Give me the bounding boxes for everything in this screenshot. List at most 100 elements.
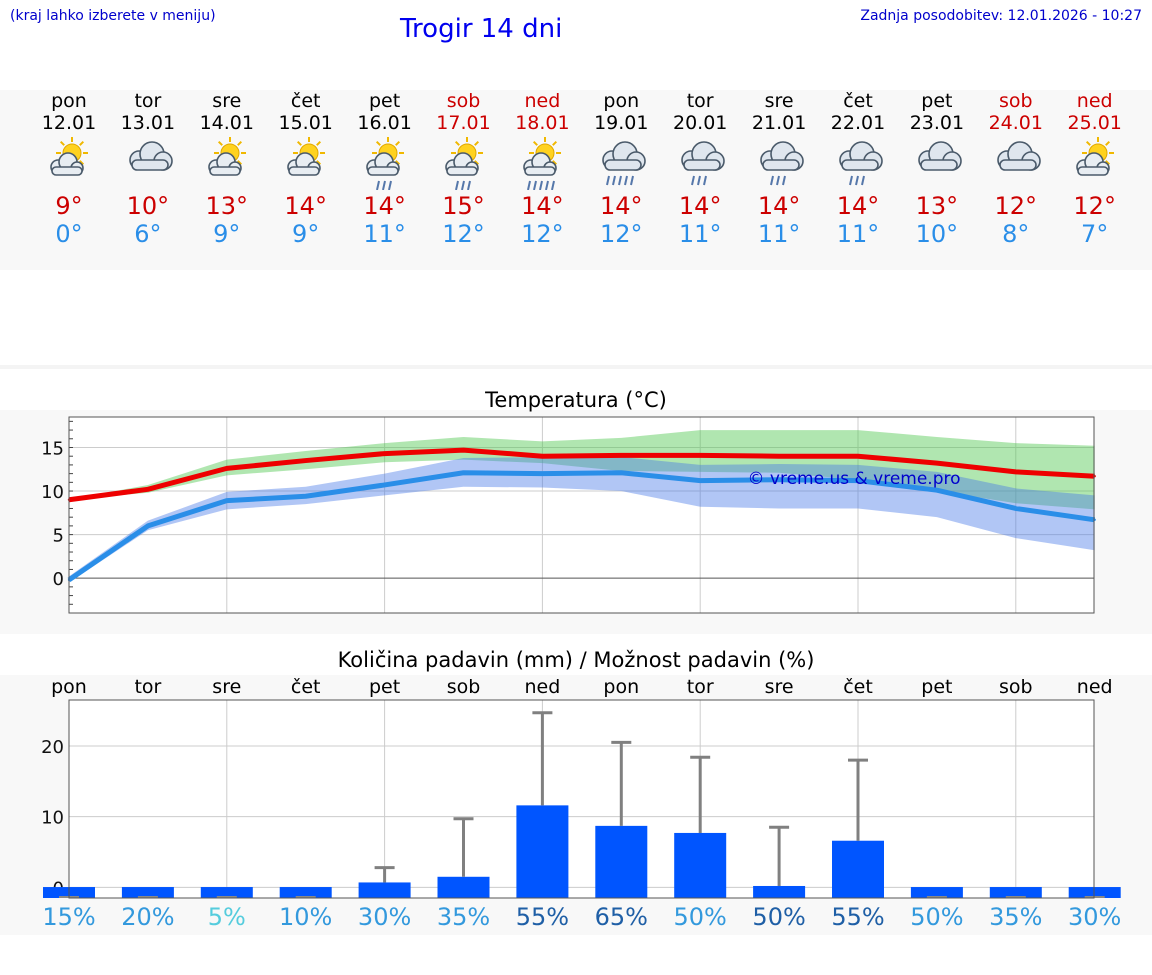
day-column: sob 24.01 12° 8° <box>976 90 1056 248</box>
x-category-label: ned <box>1077 676 1113 698</box>
precip-bar <box>516 805 569 898</box>
precip-chance: 30% <box>357 903 412 931</box>
temp-point-min <box>304 495 307 498</box>
precip-chance: 5% <box>207 903 246 931</box>
temp-point-max <box>777 455 781 458</box>
day-name: sob <box>446 90 481 112</box>
last-updated: Zadnja posodobitev: 12.01.2026 - 10:27 <box>860 8 1142 24</box>
plot-frame <box>68 699 1095 899</box>
precip-chance: 50% <box>752 903 806 931</box>
min-temp: 12° <box>521 220 564 248</box>
precip-chance: 35% <box>436 903 491 931</box>
day-column: pon 19.01 14° 12° <box>581 90 661 248</box>
location-hint: (kraj lahko izberete v meniju) <box>10 8 216 24</box>
precip-bar <box>200 887 253 898</box>
day-date: 12.01 <box>41 112 97 134</box>
day-column: tor 13.01 10° 6° <box>108 90 188 248</box>
temp-point-min <box>541 472 544 475</box>
max-temp: 12° <box>1073 192 1116 220</box>
day-column: pon 12.01 9° 0° <box>29 90 109 248</box>
day-column: čet 15.01 14° 9° <box>266 90 346 248</box>
min-temp: 11° <box>678 220 722 248</box>
max-temp: 14° <box>521 192 564 220</box>
precip-chance: 65% <box>594 903 648 931</box>
precip-bar <box>1068 887 1121 898</box>
temp-point-max <box>146 488 150 491</box>
temp-point-min <box>699 479 702 482</box>
day-column: sre 21.01 14° 11° <box>739 90 819 248</box>
temp-point-min <box>146 524 150 528</box>
temp-point-max <box>541 455 544 458</box>
precip-chance: 35% <box>989 903 1043 931</box>
y-tick-label: 5 <box>53 526 64 547</box>
temp-point-max <box>383 452 386 455</box>
y-tick-label: 15 <box>41 438 64 459</box>
precip-bar <box>279 887 332 898</box>
min-temp: 8° <box>1002 220 1030 248</box>
temp-point-min <box>462 471 465 474</box>
max-temp: 14° <box>600 192 643 220</box>
day-date: 14.01 <box>199 112 254 134</box>
day-column: pet 23.01 13° 10° <box>897 90 977 248</box>
divider <box>0 365 1152 369</box>
day-date: 24.01 <box>988 112 1043 134</box>
temperature-chart: 0 5 10 15 © vreme.us & vreme.pro <box>41 416 1096 614</box>
precip-chance: 55% <box>831 903 885 931</box>
precip-chance-row: 15% 20% 5% 10% 30% 35% 55% 65% 50% 50% 55% 50% 35% 30… <box>0 903 1152 935</box>
cloudy-icon <box>897 136 977 190</box>
day-name: ned <box>1076 90 1113 112</box>
y-tick-label: 20 <box>41 737 64 758</box>
precip-chance: 50% <box>673 903 727 931</box>
day-column: ned 18.01 14° 12° <box>502 90 582 248</box>
y-tick-label: 10 <box>41 482 64 503</box>
max-temp: 13° <box>205 192 249 220</box>
min-temp: 12° <box>442 220 485 248</box>
precip-bar <box>437 876 490 898</box>
max-temp: 13° <box>915 192 959 220</box>
x-category-label: tor <box>687 676 714 698</box>
x-category-label: pet <box>921 676 952 698</box>
day-date: 25.01 <box>1067 112 1122 134</box>
precipitation-chart: 01020pontorsrečetpetsobnedpontorsrečetpe… <box>41 676 1121 899</box>
min-temp: 11° <box>836 220 880 248</box>
precip-chance: 50% <box>910 903 964 931</box>
max-temp: 14° <box>284 192 327 220</box>
page-title: Trogir 14 dni <box>400 14 563 44</box>
x-category-label: pon <box>51 676 87 698</box>
day-date: 16.01 <box>357 112 412 134</box>
temp-point-min <box>1014 507 1017 510</box>
x-category-label: čet <box>843 676 873 698</box>
day-date: 21.01 <box>751 112 807 134</box>
max-temp: 10° <box>126 192 170 220</box>
temp-point-max <box>462 448 465 452</box>
max-temp: 14° <box>678 192 722 220</box>
precip-bar <box>832 840 884 898</box>
min-temp: 6° <box>134 220 162 248</box>
precip-bar <box>989 887 1042 898</box>
day-column: pet 16.01 14° 11° <box>345 90 425 248</box>
precip-bar <box>358 882 411 898</box>
temp-point-max <box>935 461 939 465</box>
max-temp: 12° <box>994 192 1038 220</box>
sun-cloud-rain-icon <box>424 136 504 190</box>
temperature-chart-title: Temperatura (°C) <box>485 388 667 412</box>
max-temp: 14° <box>757 192 801 220</box>
precip-chance: 55% <box>515 903 570 931</box>
sun-cloud-icon <box>1055 136 1135 190</box>
temp-point-min <box>777 478 781 481</box>
day-name: sre <box>764 90 794 112</box>
temp-band-max <box>69 430 1095 510</box>
day-column: sre 14.01 13° 9° <box>187 90 267 248</box>
x-category-label: ned <box>525 676 561 698</box>
day-column: tor 20.01 14° 11° <box>660 90 740 248</box>
temp-point-max <box>620 454 623 457</box>
max-temp: 9° <box>55 192 83 220</box>
max-temp: 14° <box>363 192 406 220</box>
precip-chance: 30% <box>1068 903 1122 931</box>
temp-point-min <box>935 488 939 492</box>
sun-cloud-icon <box>266 136 346 190</box>
day-date: 20.01 <box>672 112 728 134</box>
precip-bar <box>595 825 648 898</box>
watermark: © vreme.us & vreme.pro <box>747 469 960 489</box>
precip-chance: 15% <box>42 903 96 931</box>
